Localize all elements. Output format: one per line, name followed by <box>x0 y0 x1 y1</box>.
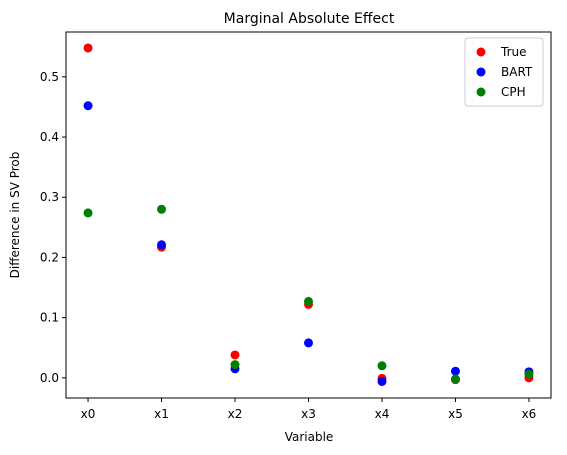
y-tick-label: 0.0 <box>40 371 59 385</box>
y-tick-label: 0.4 <box>40 130 59 144</box>
chart-title: Marginal Absolute Effect <box>224 11 395 27</box>
point-cph-x1 <box>157 204 167 214</box>
y-tick-label: 0.5 <box>40 70 59 84</box>
point-bart-x3 <box>304 338 313 348</box>
point-bart-x4 <box>377 376 387 386</box>
x-tick-label-x4: x4 <box>375 407 390 421</box>
legend: True BART CPH <box>464 37 544 107</box>
legend-marker-true <box>476 47 486 57</box>
x-tick-label-x1: x1 <box>154 407 169 421</box>
point-cph-x3 <box>304 296 313 306</box>
legend-label-true: True <box>500 45 527 59</box>
point-cph-x4 <box>377 361 387 371</box>
axes-frame <box>65 31 552 399</box>
plot-area <box>83 43 534 386</box>
x-tick-label-x3: x3 <box>301 407 316 421</box>
point-cph-x2 <box>230 360 240 370</box>
legend-label-cph: CPH <box>501 85 526 99</box>
x-tick-label-x5: x5 <box>448 407 463 421</box>
y-axis-label: Difference in SV Prob <box>8 152 22 279</box>
point-bart-x1 <box>157 240 167 250</box>
point-cph-x5 <box>450 374 460 384</box>
legend-label-bart: BART <box>501 65 533 79</box>
x-tick-label-x6: x6 <box>522 407 537 421</box>
point-bart-x0 <box>83 101 93 111</box>
point-true-x0 <box>83 43 93 53</box>
point-cph-x6 <box>524 369 534 379</box>
legend-marker-bart <box>476 67 486 77</box>
x-axis-label: Variable <box>285 430 334 444</box>
x-axis: x0 x1 x2 x3 x4 x5 x6 <box>81 398 537 421</box>
x-tick-label-x2: x2 <box>228 407 243 421</box>
point-cph-x0 <box>83 208 93 218</box>
y-tick-label: 0.2 <box>40 250 59 264</box>
y-tick-label: 0.3 <box>40 190 59 204</box>
x-tick-label-x0: x0 <box>81 407 96 421</box>
point-bart-x5 <box>450 366 460 376</box>
legend-box <box>464 37 544 107</box>
y-tick-label: 0.1 <box>40 311 59 325</box>
y-axis: 0.0 0.1 0.2 0.3 0.4 0.5 <box>40 70 66 385</box>
legend-marker-cph <box>476 87 486 97</box>
point-true-x2 <box>230 350 240 360</box>
